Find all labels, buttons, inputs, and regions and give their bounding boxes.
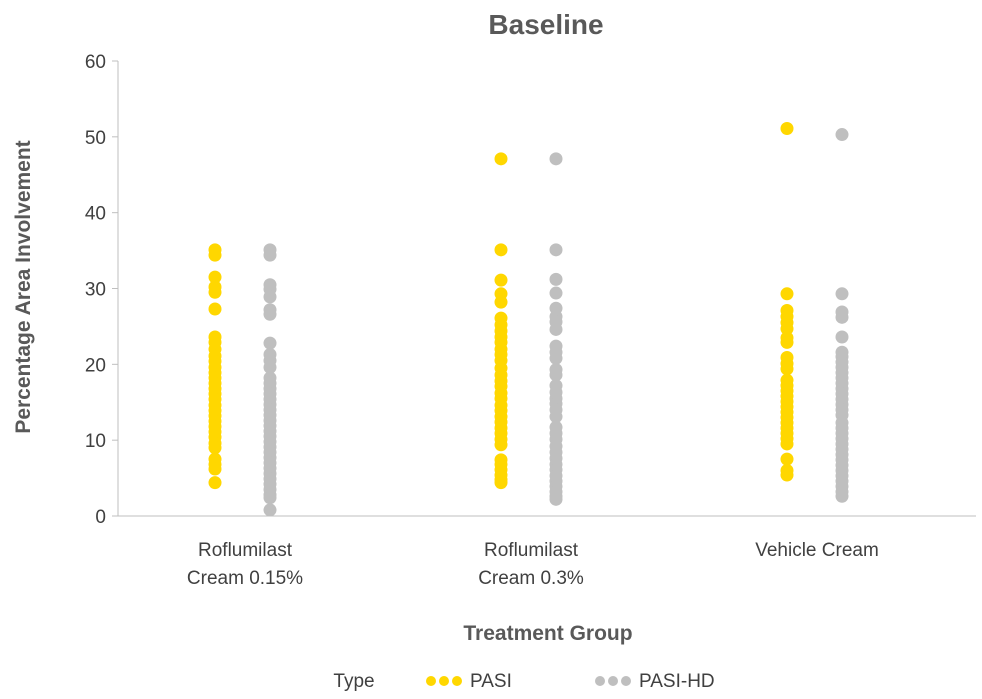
- data-point-pasi: [494, 273, 508, 287]
- data-point-pasi-hd: [263, 491, 277, 505]
- data-point-pasi-hd: [263, 290, 277, 304]
- data-point-pasi-hd: [549, 286, 563, 300]
- y-tick-label: 50: [85, 128, 106, 149]
- y-tick-label: 20: [85, 355, 106, 376]
- data-point-pasi: [494, 295, 508, 309]
- data-point-pasi: [494, 152, 508, 166]
- data-point-pasi: [780, 362, 794, 376]
- data-point-pasi: [208, 462, 222, 476]
- x-tick-label: Roflumilast Cream 0.3%: [478, 540, 584, 589]
- data-point-pasi: [208, 285, 222, 299]
- x-axis-title: Treatment Group: [463, 622, 632, 645]
- data-point-pasi: [780, 468, 794, 482]
- legend: Type PASI PASI-HD: [333, 671, 714, 692]
- data-points: [208, 121, 849, 517]
- data-point-pasi-hd: [549, 492, 563, 506]
- data-point-pasi: [780, 437, 794, 451]
- legend-marker: [595, 676, 605, 686]
- data-point-pasi: [208, 476, 222, 490]
- legend-marker: [426, 676, 436, 686]
- legend-title: Type: [333, 671, 374, 692]
- legend-marker: [608, 676, 618, 686]
- data-point-pasi: [208, 270, 222, 284]
- y-tick-label: 60: [85, 52, 106, 73]
- data-point-pasi: [494, 438, 508, 452]
- data-point-pasi: [780, 287, 794, 301]
- data-point-pasi: [780, 452, 794, 466]
- data-point-pasi-hd: [263, 248, 277, 262]
- data-point-pasi-hd: [549, 351, 563, 365]
- data-point-pasi-hd: [549, 272, 563, 286]
- data-point-pasi: [780, 322, 794, 336]
- chart-title: Baseline: [488, 9, 603, 40]
- legend-marker: [452, 676, 462, 686]
- legend-label: PASI: [470, 671, 512, 692]
- y-tick-label: 30: [85, 280, 106, 301]
- data-point-pasi-hd: [549, 152, 563, 166]
- data-point-pasi: [208, 248, 222, 262]
- data-point-pasi-hd: [549, 368, 563, 382]
- y-tick-label: 0: [95, 507, 106, 528]
- data-point-pasi-hd: [549, 322, 563, 336]
- y-axis-title: Percentage Area Involvement: [12, 140, 35, 433]
- data-point-pasi: [494, 476, 508, 490]
- legend-item-pasi: PASI: [426, 671, 512, 692]
- data-point-pasi-hd: [835, 489, 849, 503]
- data-point-pasi: [208, 441, 222, 455]
- x-tick-label: Vehicle Cream: [755, 540, 879, 561]
- data-point-pasi-hd: [263, 307, 277, 321]
- data-point-pasi-hd: [835, 330, 849, 344]
- data-point-pasi-hd: [835, 310, 849, 324]
- data-point-pasi-hd: [549, 243, 563, 257]
- data-point-pasi-hd: [263, 336, 277, 350]
- legend-marker: [439, 676, 449, 686]
- data-point-pasi: [208, 302, 222, 316]
- data-point-pasi-hd: [835, 128, 849, 142]
- legend-label: PASI-HD: [639, 671, 715, 692]
- legend-marker: [621, 676, 631, 686]
- x-tick-labels: Roflumilast Cream 0.15% Roflumilast Cream 0…: [187, 540, 879, 589]
- data-point-pasi-hd: [549, 410, 563, 424]
- data-point-pasi-hd: [835, 287, 849, 301]
- data-point-pasi-hd: [263, 503, 277, 517]
- legend-item-pasi-hd: PASI-HD: [595, 671, 715, 692]
- data-point-pasi-hd: [263, 360, 277, 374]
- y-tick-label: 40: [85, 204, 106, 225]
- y-tick-label: 10: [85, 431, 106, 452]
- data-point-pasi: [780, 335, 794, 349]
- data-point-pasi: [780, 121, 794, 135]
- x-tick-label: Roflumilast Cream 0.15%: [187, 540, 303, 589]
- data-point-pasi: [494, 243, 508, 257]
- y-tick-labels: 0 10 20 30 40 50 60: [85, 52, 118, 528]
